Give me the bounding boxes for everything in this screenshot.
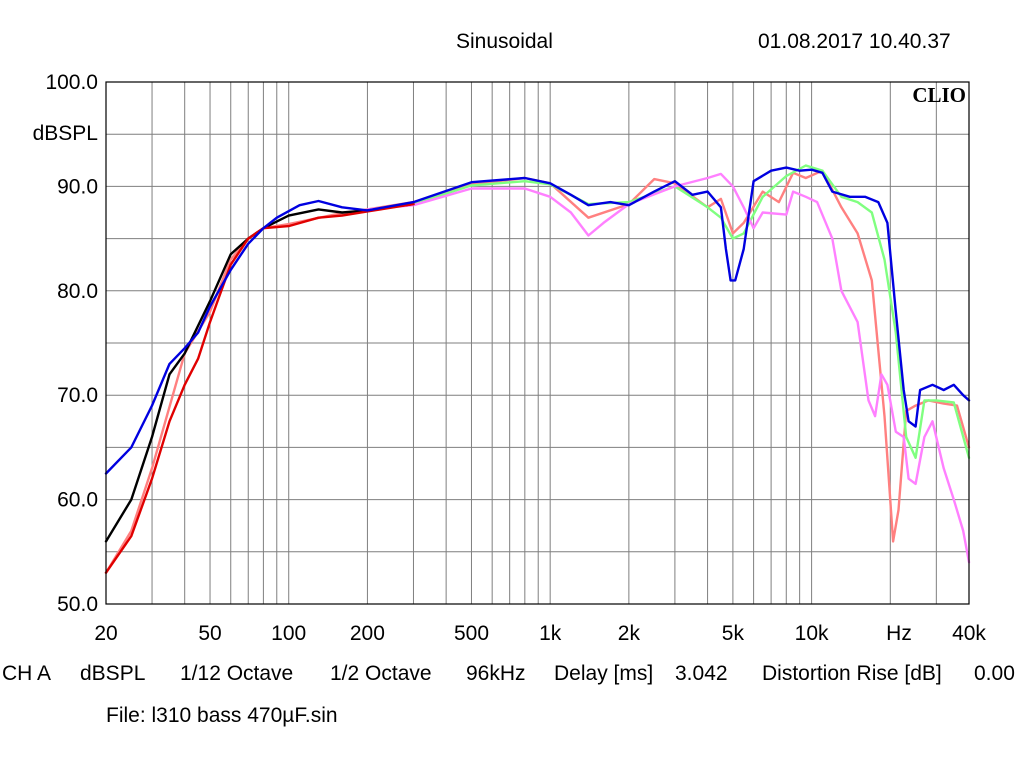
y-tick-label: 90.0 xyxy=(57,175,98,198)
chart-title: Sinusoidal xyxy=(456,30,553,53)
unit-label: dBSPL xyxy=(80,662,146,685)
x-tick-label: 10k xyxy=(795,622,829,645)
series-line xyxy=(104,202,415,574)
clio-logo: CLIO xyxy=(912,83,966,107)
series-line xyxy=(104,202,415,543)
timestamp: 01.08.2017 10.40.37 xyxy=(758,30,951,53)
y-tick-labels: 100.0 90.0 80.0 70.0 60.0 50.0 xyxy=(45,71,98,616)
series-layer xyxy=(104,164,971,574)
delay-label: Delay [ms] xyxy=(554,662,654,685)
distortion-value: 0.00 xyxy=(974,662,1015,685)
y-tick-label: 50.0 xyxy=(57,593,98,616)
x-tick-label: 40k xyxy=(952,622,986,645)
y-tick-label: 80.0 xyxy=(57,280,98,303)
series-line xyxy=(366,172,971,564)
grid-lines xyxy=(106,82,969,604)
x-tick-label: 500 xyxy=(454,622,489,645)
y-tick-label: 60.0 xyxy=(57,489,98,512)
y-tick-label: 100.0 xyxy=(45,71,98,94)
x-tick-labels: 20 50 100 200 500 1k 2k 5k 10k 40k xyxy=(94,622,986,645)
x-tick-label: 200 xyxy=(350,622,385,645)
x-axis-unit-label: Hz xyxy=(886,622,912,645)
delay-value: 3.042 xyxy=(675,662,728,685)
distortion-label: Distortion Rise [dB] xyxy=(762,662,942,685)
x-tick-label: 1k xyxy=(539,622,562,645)
x-tick-label: 5k xyxy=(722,622,745,645)
sample-rate-label: 96kHz xyxy=(466,662,526,685)
smoothing-1-label: 1/12 Octave xyxy=(180,662,294,685)
plot-frame xyxy=(105,81,970,605)
x-tick-label: 100 xyxy=(271,622,306,645)
series-line xyxy=(104,169,971,574)
series-line xyxy=(412,164,971,459)
channel-label: CH A xyxy=(2,662,52,685)
x-tick-label: 50 xyxy=(198,622,221,645)
y-axis-label: dBSPL xyxy=(33,122,98,145)
x-tick-label: 2k xyxy=(618,622,641,645)
series-line xyxy=(104,166,971,475)
smoothing-2-label: 1/2 Octave xyxy=(330,662,432,685)
y-tick-label: 70.0 xyxy=(57,384,98,407)
x-tick-label: 20 xyxy=(94,622,117,645)
file-label: File: l310 bass 470µF.sin xyxy=(106,704,338,727)
